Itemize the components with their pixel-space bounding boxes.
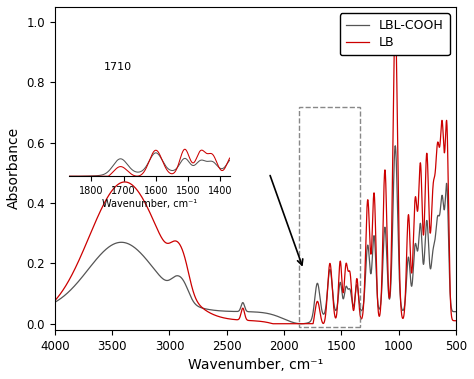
LB [453,318,459,323]
Line: LBL-COOH: LBL-COOH [55,146,456,324]
LB [392,17,398,21]
LBL-COOH [197,305,203,310]
Text: 1710: 1710 [104,62,132,72]
LB [72,266,78,271]
LBL-COOH [72,283,78,288]
LB [290,321,295,326]
Bar [299,106,360,327]
X-axis label: Wavenumber, cm⁻¹: Wavenumber, cm⁻¹ [102,199,197,209]
LB [270,321,275,326]
LB [349,299,355,304]
LB [197,303,203,308]
LB [307,321,312,326]
Line: LB: LB [55,19,456,324]
LBL-COOH [289,320,295,324]
LBL-COOH [307,319,312,324]
LBL-COOH [371,234,376,239]
X-axis label: Wavenumber, cm⁻¹: Wavenumber, cm⁻¹ [188,358,323,372]
LBL-COOH [453,309,459,314]
LBL-COOH [299,321,304,326]
LB [52,298,58,303]
Y-axis label: Absorbance: Absorbance [7,127,21,210]
LBL-COOH [52,300,58,305]
LBL-COOH [349,301,355,305]
LB [371,192,376,197]
LBL-COOH [392,144,398,148]
Legend: LBL-COOH, LB: LBL-COOH, LB [340,13,450,55]
